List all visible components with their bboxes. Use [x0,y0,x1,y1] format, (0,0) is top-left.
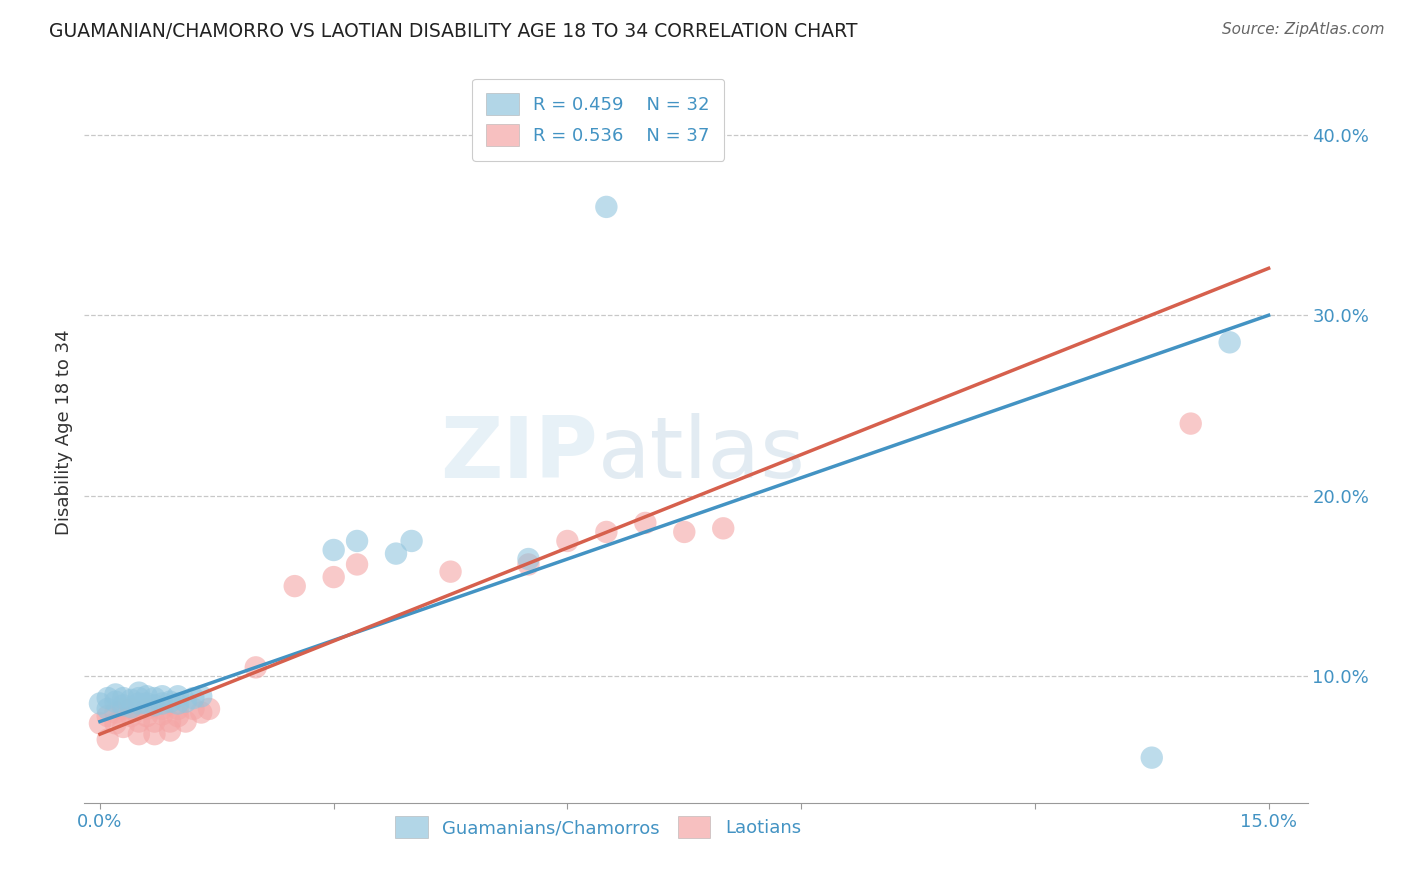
Point [128,714,150,729]
Point [166,709,188,723]
Point [135,697,157,711]
Point [159,723,181,738]
Point [1140,750,1163,764]
Point [174,714,197,729]
Point [128,686,150,700]
Point [346,558,368,572]
Point [150,707,173,722]
Point [128,727,150,741]
Point [322,570,344,584]
Point [150,690,173,704]
Point [104,716,127,731]
Point [89,697,111,711]
Point [128,697,150,711]
Point [97,732,120,747]
Point [97,702,120,716]
Point [1219,335,1241,350]
Legend: Guamanians/Chamorros, Laotians: Guamanians/Chamorros, Laotians [388,809,808,846]
Y-axis label: Disability Age 18 to 34: Disability Age 18 to 34 [55,330,73,535]
Point [183,691,205,706]
Point [439,565,461,579]
Point [190,690,212,704]
Point [595,524,617,539]
Point [97,691,120,706]
Point [120,709,142,723]
Text: GUAMANIAN/CHAMORRO VS LAOTIAN DISABILITY AGE 18 TO 34 CORRELATION CHART: GUAMANIAN/CHAMORRO VS LAOTIAN DISABILITY… [49,22,858,41]
Point [135,690,157,704]
Point [166,697,188,711]
Point [634,516,657,530]
Point [159,695,181,709]
Point [517,558,540,572]
Point [190,706,212,720]
Point [135,702,157,716]
Point [166,690,188,704]
Point [346,533,368,548]
Point [322,543,344,558]
Point [120,693,142,707]
Point [112,702,135,716]
Point [166,702,188,716]
Point [150,702,173,716]
Point [150,697,173,711]
Point [595,200,617,214]
Point [673,524,696,539]
Point [711,521,734,535]
Point [120,702,142,716]
Point [112,720,135,734]
Point [174,695,197,709]
Text: Source: ZipAtlas.com: Source: ZipAtlas.com [1222,22,1385,37]
Point [104,695,127,709]
Point [104,706,127,720]
Point [112,698,135,713]
Point [284,579,307,593]
Point [104,688,127,702]
Point [143,714,166,729]
Point [159,714,181,729]
Point [128,691,150,706]
Point [120,700,142,714]
Point [401,533,423,548]
Point [89,716,111,731]
Point [1180,417,1202,431]
Point [143,727,166,741]
Point [183,702,205,716]
Text: ZIP: ZIP [440,413,598,496]
Text: atlas: atlas [598,413,806,496]
Point [198,702,221,716]
Point [135,709,157,723]
Point [143,691,166,706]
Point [245,660,267,674]
Point [143,698,166,713]
Point [517,552,540,566]
Point [557,533,579,548]
Point [97,709,120,723]
Point [385,547,408,561]
Point [112,691,135,706]
